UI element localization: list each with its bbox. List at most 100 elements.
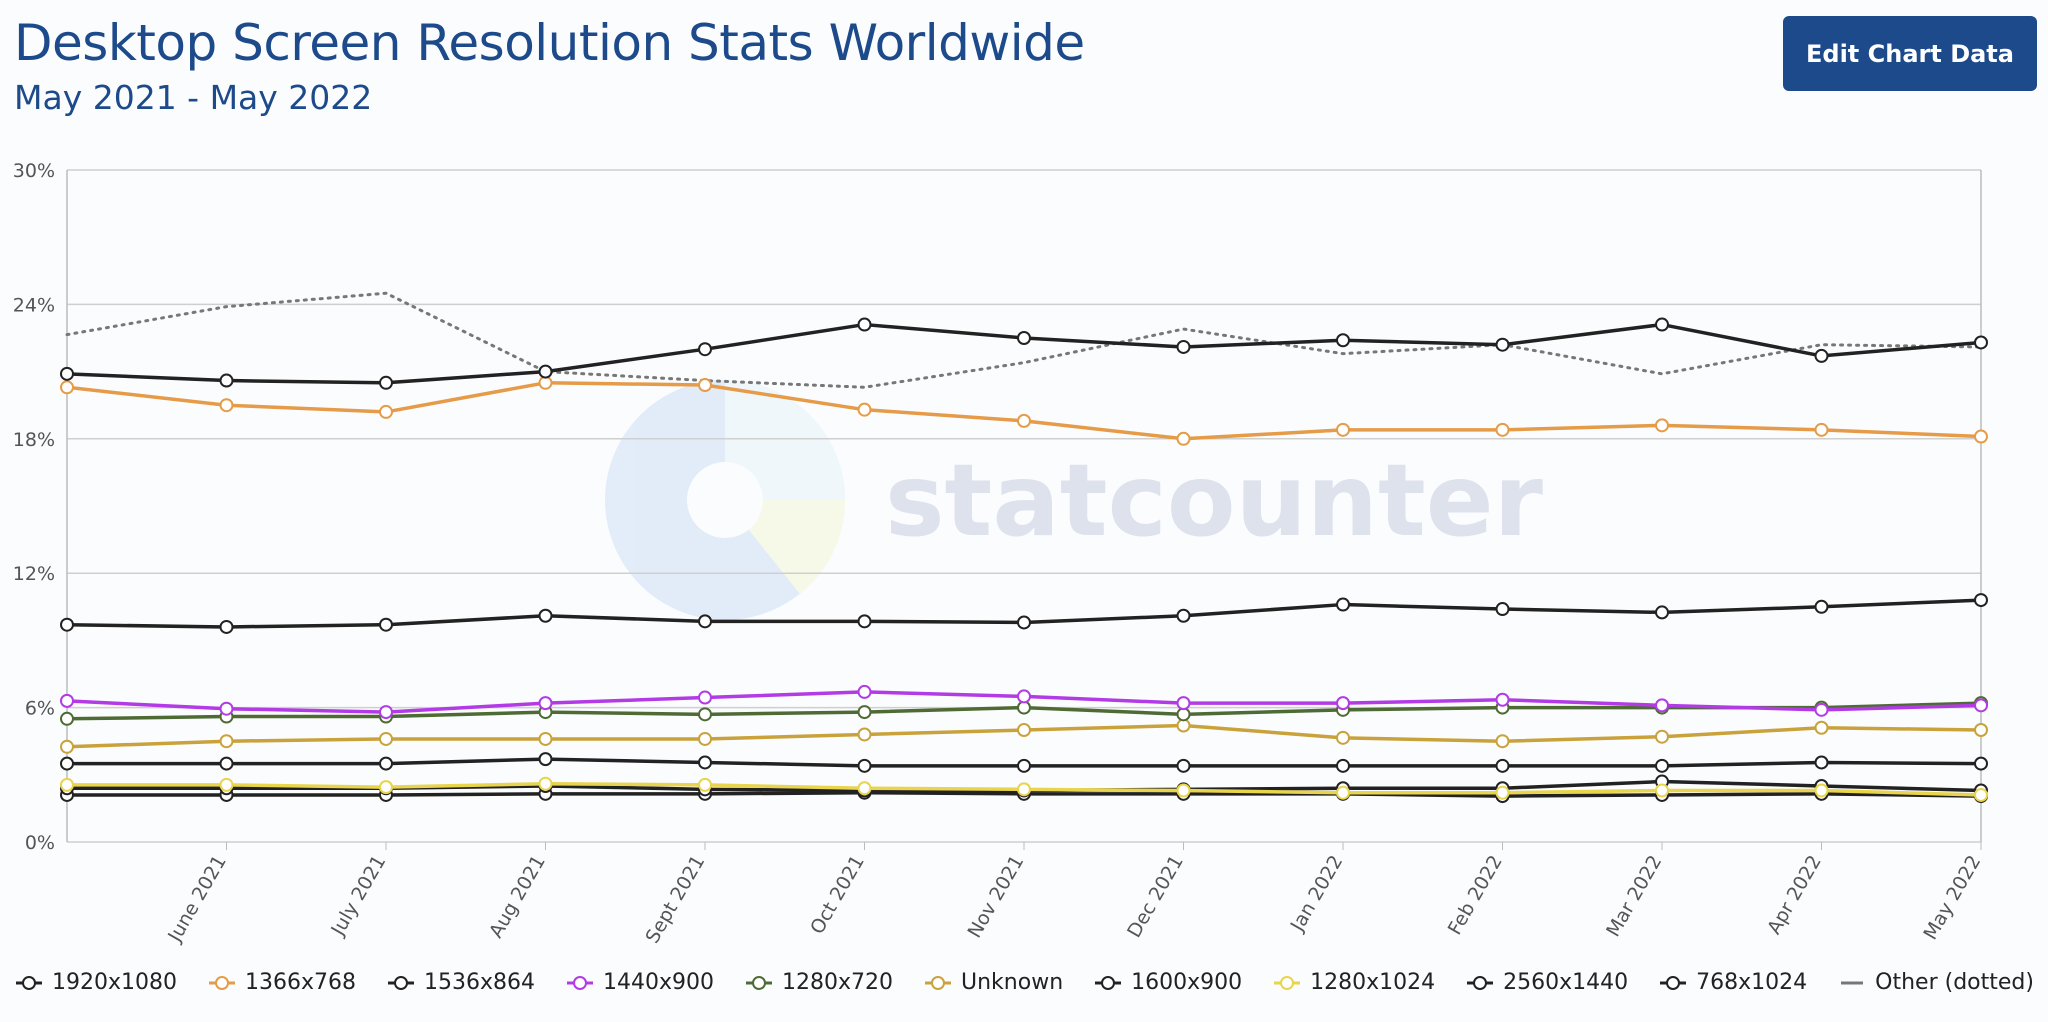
line-chart: statcounter 0% 6% 12% 18% 24% 30% June 2021 Jul…: [13, 160, 1988, 947]
x-tick-label: Mar 2022: [1602, 852, 1666, 941]
data-point: [1974, 787, 1988, 802]
data-point: [698, 755, 712, 770]
data-point: [1017, 689, 1031, 704]
data-point: [1814, 348, 1829, 363]
data-point: [219, 777, 234, 792]
data-point: [379, 705, 393, 720]
legend-item[interactable]: 1366x768: [207, 970, 356, 995]
data-point: [538, 776, 553, 791]
data-point: [538, 608, 553, 623]
legend-label: 1536x864: [424, 970, 536, 995]
data-point: [1336, 696, 1350, 711]
x-tick-label: Dec 2021: [1123, 852, 1188, 942]
data-point: [1814, 702, 1829, 717]
legend-item[interactable]: Unknown: [923, 970, 1063, 995]
data-point: [538, 696, 553, 711]
data-point: [60, 617, 74, 632]
data-point: [698, 690, 712, 705]
data-point: [1495, 758, 1510, 773]
x-tick-label: Feb 2022: [1444, 852, 1507, 939]
chart-subtitle: May 2021 - May 2022: [14, 78, 373, 117]
data-point: [1655, 418, 1669, 433]
legend-item[interactable]: 1536x864: [386, 970, 535, 995]
data-point: [1336, 758, 1350, 773]
data-point: [1495, 692, 1510, 707]
legend-marker-icon: [1095, 975, 1122, 990]
legend-item[interactable]: 1600x900: [1093, 970, 1242, 995]
data-point: [1655, 605, 1669, 620]
data-point: [219, 619, 234, 634]
legend-item[interactable]: 768x1024: [1658, 970, 1807, 995]
legend-marker-icon: [16, 975, 43, 990]
data-point: [1176, 696, 1191, 711]
data-point: [1336, 730, 1350, 745]
data-point: [1974, 756, 1988, 771]
legend-label: Unknown: [961, 970, 1064, 995]
x-tick-label: July 2021: [326, 852, 390, 941]
data-point: [1974, 335, 1988, 350]
legend-marker-icon: [567, 975, 594, 990]
legend-label: 768x1024: [1696, 970, 1808, 995]
data-point: [538, 731, 553, 746]
x-tick-label: Apr 2022: [1763, 852, 1826, 939]
legend-item[interactable]: 1440x900: [565, 970, 714, 995]
data-point: [1017, 782, 1031, 797]
data-point: [1336, 333, 1350, 348]
legend-item[interactable]: Other (dotted): [1837, 970, 2034, 995]
legend-label: Other (dotted): [1875, 970, 2034, 995]
data-point: [1176, 783, 1191, 798]
legend-item[interactable]: 2560x1440: [1465, 970, 1628, 995]
legend-marker-icon: [388, 975, 415, 990]
data-point: [857, 614, 872, 629]
data-point: [1176, 339, 1191, 354]
legend: 1920x1080 1366x768 1536x864 1440x900 1280x72…: [0, 970, 2048, 995]
data-point: [1974, 698, 1988, 713]
series-line-1366x768: [66, 381, 1982, 441]
data-point: [1495, 785, 1510, 800]
data-point: [219, 373, 234, 388]
edit-chart-data-button[interactable]: Edit Chart Data: [1783, 16, 2037, 91]
legend-label: 1280x720: [782, 970, 894, 995]
data-point: [379, 375, 393, 390]
data-point: [1655, 758, 1669, 773]
data-point: [1336, 785, 1350, 800]
statcounter-watermark: statcounter: [605, 380, 1544, 620]
data-point: [1974, 593, 1988, 608]
data-point: [1655, 783, 1669, 798]
data-point: [857, 402, 872, 417]
x-tick-label: June 2021: [163, 852, 230, 947]
legend-item[interactable]: 1280x1024: [1272, 970, 1435, 995]
data-point: [1336, 422, 1350, 437]
data-point: [60, 693, 74, 708]
data-point: [1176, 758, 1191, 773]
legend-marker-icon: [925, 975, 952, 990]
data-point: [219, 701, 234, 716]
y-tick-label: 12%: [13, 563, 55, 585]
legend-marker-icon: [1274, 975, 1301, 990]
legend-item[interactable]: 1280x720: [744, 970, 893, 995]
data-point: [1814, 422, 1829, 437]
legend-label: 1366x768: [245, 970, 357, 995]
data-point: [1495, 337, 1510, 352]
legend-item[interactable]: 1920x1080: [14, 970, 177, 995]
data-point: [1017, 413, 1031, 428]
data-point: [1336, 597, 1350, 612]
y-tick-label: 30%: [13, 160, 55, 182]
data-point: [1655, 698, 1669, 713]
data-point: [60, 380, 74, 395]
legend-label: 1600x900: [1131, 970, 1243, 995]
legend-marker-icon: [1841, 981, 1864, 984]
legend-label: 1440x900: [603, 970, 715, 995]
data-point: [379, 780, 393, 795]
data-point: [1176, 608, 1191, 623]
data-point: [698, 777, 712, 792]
data-point: [1017, 331, 1031, 345]
legend-label: 1920x1080: [52, 970, 178, 995]
y-tick-label: 18%: [13, 429, 55, 451]
legend-marker-icon: [1467, 975, 1494, 990]
data-point: [857, 781, 872, 796]
x-tick-label: Nov 2021: [964, 852, 1029, 942]
data-point: [1814, 783, 1829, 798]
x-tick-label: Aug 2021: [485, 852, 550, 942]
watermark-text: statcounter: [885, 442, 1544, 559]
